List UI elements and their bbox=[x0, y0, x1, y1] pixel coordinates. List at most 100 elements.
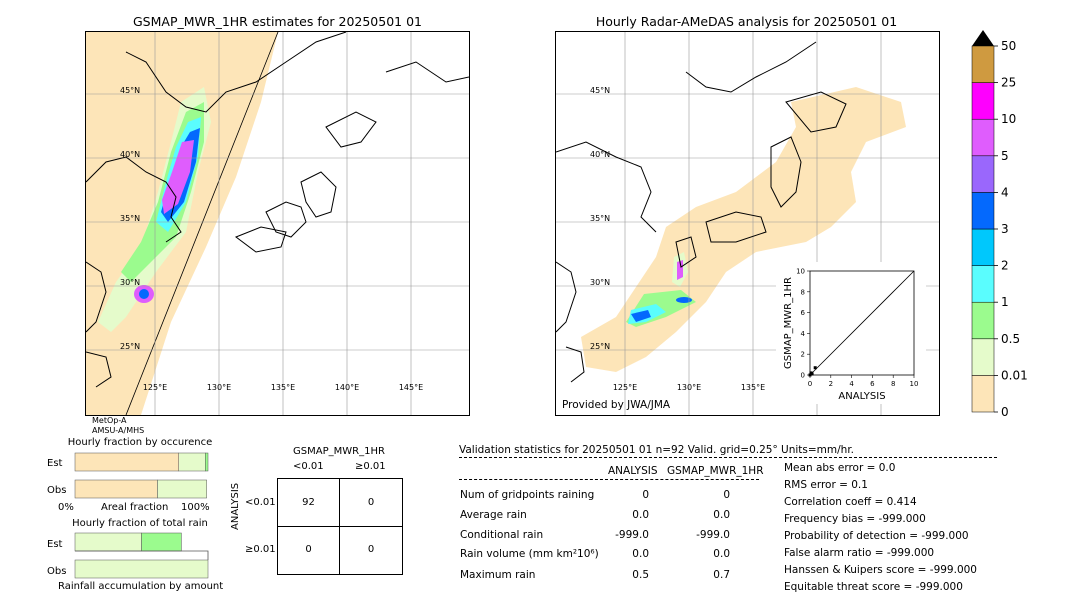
scatter-plot-area: 00 2 2 4 4 6 6 8 8 10 10 bbox=[796, 268, 918, 389]
lon-label: 130°E bbox=[207, 383, 231, 392]
row-label: Obs bbox=[47, 566, 66, 577]
fraction-bar-segment bbox=[205, 452, 209, 472]
col-label: ≥0.01 bbox=[355, 461, 386, 472]
left-lat-labels: 45°N 40°N 35°N 30°N 25°N bbox=[120, 86, 140, 351]
stat-analysis: 0.0 bbox=[632, 548, 649, 560]
axis-0pct: 0% bbox=[58, 502, 74, 513]
right-lat-labels: 45°N 40°N 35°N 30°N 25°N bbox=[590, 86, 610, 351]
colorbar-label: 2 bbox=[1001, 259, 1009, 273]
colorbar-label: 0.5 bbox=[1001, 332, 1020, 346]
validation-rule bbox=[459, 457, 997, 458]
stat-label: Maximum rain bbox=[460, 569, 536, 581]
colorbar-segment bbox=[971, 228, 995, 266]
stat-analysis: -999.0 bbox=[615, 529, 649, 541]
scatter-point bbox=[813, 366, 817, 370]
scatter-svg: 00 2 2 4 4 6 6 8 8 10 10 ANALYSIS GSMAP_MWR_1HR bbox=[783, 268, 918, 403]
contingency-title: GSMAP_MWR_1HR bbox=[293, 446, 385, 457]
stat-gsmap: 0 bbox=[723, 489, 730, 501]
right-map-title: Hourly Radar-AMeDAS analysis for 2025050… bbox=[595, 14, 898, 29]
stat-gsmap: 0.7 bbox=[713, 569, 730, 581]
rain-south-core bbox=[139, 289, 149, 299]
fraction-bar-segment bbox=[74, 452, 179, 472]
colorbar-label: 25 bbox=[1001, 76, 1016, 90]
lat-label: 25°N bbox=[590, 342, 610, 351]
right-map-svg: 45°N 40°N 35°N 30°N 25°N 125°E 130°E 135… bbox=[556, 32, 939, 415]
lon-label: 135°E bbox=[271, 383, 295, 392]
fraction-bar-segment bbox=[178, 452, 206, 472]
x-tick-label: 2 bbox=[829, 380, 833, 388]
stat-analysis: 0 bbox=[642, 489, 649, 501]
colorbar-segment bbox=[971, 118, 995, 157]
y-tick-label: 4 bbox=[801, 330, 806, 338]
fraction-bar-segment bbox=[74, 559, 209, 579]
colorbar-segment bbox=[971, 375, 995, 413]
rain-magenta bbox=[162, 140, 194, 214]
y-tick-label: 6 bbox=[801, 309, 806, 317]
table-divider-h bbox=[278, 526, 402, 527]
x-tick-label: 4 bbox=[849, 380, 854, 388]
x-tick-label: 0 bbox=[808, 380, 812, 388]
stat-gsmap: 0.0 bbox=[713, 509, 730, 521]
data-credit: Provided by JWA/JMA bbox=[562, 399, 671, 411]
colorbar-segment bbox=[971, 192, 995, 230]
scatter-inset: 0 0 2 2 4 4 6 6 8 8 10 10 ANALYSIS GSMAP_MWR_1HR bbox=[776, 262, 926, 404]
colorbar-label: 10 bbox=[1001, 112, 1016, 126]
contingency-table: 92 0 0 0 bbox=[277, 478, 403, 575]
x-tick-label: 10 bbox=[910, 380, 919, 388]
fraction-bar-segment bbox=[74, 532, 142, 552]
colorbar-label: 50 bbox=[1001, 39, 1016, 53]
colorbar: 0 0.01 0.5 1 2 3 4 5 10 25 50 bbox=[962, 28, 1032, 419]
lat-label: 30°N bbox=[590, 278, 610, 287]
stat-label: Average rain bbox=[460, 509, 527, 521]
accumulation-connector bbox=[75, 550, 209, 560]
colorbar-segment bbox=[971, 265, 995, 303]
score-line: Mean abs error = 0.0 bbox=[784, 462, 896, 474]
row-label: <0.01 bbox=[245, 497, 276, 508]
colorbar-svg: 0 0.01 0.5 1 2 3 4 5 10 25 50 bbox=[971, 30, 1028, 419]
left-coastlines bbox=[86, 32, 469, 388]
lon-label: 130°E bbox=[677, 383, 701, 392]
stat-label: Conditional rain bbox=[460, 529, 544, 541]
colorbar-extend-arrow bbox=[972, 30, 994, 46]
occurrence-chart: Est Obs bbox=[40, 450, 220, 500]
radar-rain-blue bbox=[631, 310, 651, 322]
lon-label: 145°E bbox=[399, 383, 423, 392]
stat-label: Rain volume (mm km²10⁶) bbox=[460, 548, 599, 560]
lat-label: 45°N bbox=[590, 86, 610, 95]
validation-header: Validation statistics for 20250501 01 n=… bbox=[459, 444, 855, 456]
fraction-bar-segment bbox=[74, 479, 158, 499]
right-coastlines bbox=[556, 41, 847, 383]
radar-rain-blue-2 bbox=[676, 297, 692, 303]
score-line: Probability of detection = -999.000 bbox=[784, 530, 969, 542]
colorbar-label: 4 bbox=[1001, 185, 1009, 199]
row-label: Est bbox=[47, 539, 63, 550]
stat-gsmap: 0.0 bbox=[713, 548, 730, 560]
scatter-xlabel: ANALYSIS bbox=[838, 391, 885, 402]
table-cell: 0 bbox=[367, 544, 375, 555]
col-header-gsmap: GSMAP_MWR_1HR bbox=[667, 465, 764, 477]
right-lon-labels: 125°E 130°E 135°E bbox=[613, 383, 765, 392]
stat-analysis: 0.5 bbox=[632, 569, 649, 581]
left-map: 45°N 40°N 35°N 30°N 25°N 125°E 130°E 135… bbox=[85, 31, 470, 416]
total-rain-title: Hourly fraction of total rain bbox=[72, 518, 208, 529]
colorbar-segment bbox=[971, 155, 995, 193]
row-label: Obs bbox=[47, 485, 66, 496]
score-line: Correlation coeff = 0.414 bbox=[784, 496, 917, 508]
y-tick-label: 8 bbox=[801, 288, 805, 296]
fraction-bar-segment bbox=[157, 479, 207, 499]
radar-rain-magenta bbox=[677, 260, 683, 280]
score-line: Hanssen & Kuipers score = -999.000 bbox=[784, 564, 977, 576]
colorbar-label: 0 bbox=[1001, 405, 1009, 418]
colorbar-segment bbox=[971, 82, 995, 120]
lat-label: 45°N bbox=[120, 86, 140, 95]
lon-label: 125°E bbox=[613, 383, 637, 392]
colorbar-label: 5 bbox=[1001, 149, 1009, 163]
axis-100pct: 100% bbox=[181, 502, 210, 513]
total-rain-svg: Est Obs bbox=[47, 532, 209, 579]
axis-title: Areal fraction bbox=[101, 502, 169, 513]
occurrence-svg: Est Obs bbox=[47, 452, 209, 499]
left-grid bbox=[86, 32, 469, 415]
y-tick-label: 2 bbox=[801, 351, 805, 359]
score-line: Equitable threat score = -999.000 bbox=[784, 581, 963, 593]
lon-label: 125°E bbox=[143, 383, 167, 392]
